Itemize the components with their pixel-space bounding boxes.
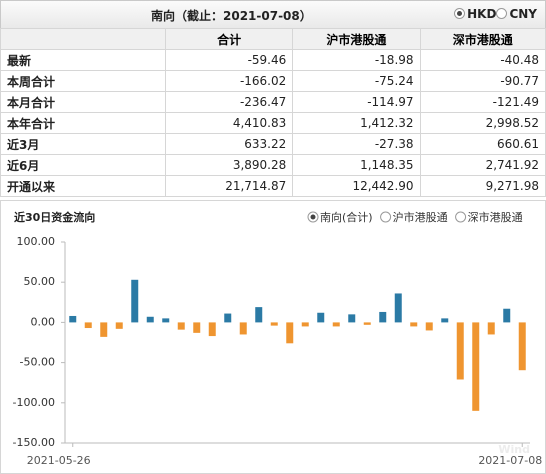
option-radio[interactable] — [455, 211, 467, 223]
currency-label: HKD — [467, 7, 497, 21]
cell: -18.98 — [292, 49, 421, 71]
bar — [472, 322, 480, 411]
bar — [115, 322, 123, 329]
bar — [456, 322, 464, 380]
currency-options: HKD CNY — [454, 7, 537, 21]
table-row: 本月合计 -236.47 -114.97 -121.49 — [0, 91, 546, 113]
row-label: 开通以来 — [0, 175, 166, 197]
table-row: 开通以来 21,714.87 12,442.90 9,271.98 — [0, 175, 546, 197]
column-header: 合计 — [164, 28, 294, 50]
summary-table: 合计 沪市港股通 深市港股通 最新 -59.46 -18.98 -40.48 本周合计 -166… — [0, 28, 546, 197]
row-label: 最新 — [0, 49, 166, 71]
row-label: 本周合计 — [0, 70, 166, 92]
y-tick-label: 100.00 — [17, 235, 56, 248]
row-label: 本年合计 — [0, 112, 166, 134]
bar — [487, 322, 495, 335]
bar — [239, 322, 247, 335]
y-tick-label: -150.00 — [13, 436, 55, 449]
option-label: 南向(合计) — [320, 210, 373, 224]
cell: -121.49 — [419, 91, 546, 113]
bar — [394, 293, 402, 323]
cell: 1,412.32 — [292, 112, 421, 134]
table-row: 本周合计 -166.02 -75.24 -90.77 — [0, 70, 546, 92]
cell: 3,890.28 — [164, 154, 294, 176]
table-row: 近6月 3,890.28 1,148.35 2,741.92 — [0, 154, 546, 176]
cell: 4,410.83 — [164, 112, 294, 134]
bar — [348, 314, 356, 323]
bar — [301, 322, 309, 327]
cell: -75.24 — [292, 70, 421, 92]
currency-radio[interactable] — [454, 8, 466, 19]
row-label: 近3月 — [0, 133, 166, 155]
bar — [379, 311, 387, 323]
bar — [518, 322, 526, 371]
cell: 660.61 — [419, 133, 546, 155]
cell: 2,998.52 — [419, 112, 546, 134]
option-radio-dot — [310, 214, 316, 220]
bar — [425, 322, 433, 331]
y-tick-label: 0.00 — [31, 315, 56, 328]
row-label: 本月合计 — [0, 91, 166, 113]
bar — [208, 322, 216, 337]
bar — [255, 307, 263, 323]
bar — [69, 315, 77, 323]
y-tick-label: -50.00 — [20, 356, 55, 369]
bar — [410, 322, 418, 327]
cell: -40.48 — [419, 49, 546, 71]
bar — [270, 322, 278, 326]
bar — [503, 308, 511, 323]
bar — [162, 318, 170, 323]
cell: 12,442.90 — [292, 175, 421, 197]
currency-radio[interactable] — [496, 8, 508, 19]
cell: 9,271.98 — [419, 175, 546, 197]
table-row: 最新 -59.46 -18.98 -40.48 — [0, 49, 546, 71]
cell: 1,148.35 — [292, 154, 421, 176]
column-header: 深市港股通 — [419, 28, 546, 50]
option-radio[interactable] — [380, 211, 392, 223]
x-tick-label: 2021-07-08 — [478, 454, 542, 467]
bar — [286, 322, 294, 344]
chart: 近30日资金流向 Wind 南向(合计) 沪市港股通 深市港股通-150.00-10… — [0, 200, 546, 474]
option-label: 沪市港股通 — [393, 210, 448, 224]
cell: -166.02 — [164, 70, 294, 92]
bar — [441, 318, 449, 323]
row-label: 近6月 — [0, 154, 166, 176]
cell: -236.47 — [164, 91, 294, 113]
bar — [332, 322, 340, 327]
cell: -27.38 — [292, 133, 421, 155]
y-tick-label: -100.00 — [13, 396, 55, 409]
cell: 21,714.87 — [164, 175, 294, 197]
header-title: 南向（截止：2021-07-08） — [151, 9, 312, 23]
bar — [131, 279, 139, 323]
header-row: 合计 沪市港股通 深市港股通 — [0, 28, 546, 50]
cell: -59.46 — [164, 49, 294, 71]
currency-label: CNY — [509, 7, 537, 21]
cell: -90.77 — [419, 70, 546, 92]
column-header: 沪市港股通 — [292, 28, 421, 50]
header: 南向（截止：2021-07-08） HKD CNY — [0, 0, 546, 29]
bar — [193, 322, 201, 333]
chart-frame — [0, 200, 546, 474]
cell: 633.22 — [164, 133, 294, 155]
chart-title: 近30日资金流向 — [14, 210, 95, 224]
bar — [317, 312, 325, 323]
table-row: 本年合计 4,410.83 1,412.32 2,998.52 — [0, 112, 546, 134]
bar — [146, 316, 154, 323]
table-row: 近3月 633.22 -27.38 660.61 — [0, 133, 546, 155]
y-tick-label: 50.00 — [24, 275, 56, 288]
bar — [100, 322, 108, 337]
bar — [84, 322, 92, 329]
bar — [177, 322, 185, 330]
corner-cell — [0, 28, 166, 50]
bar — [363, 322, 371, 325]
bar — [224, 313, 232, 323]
cell: 2,741.92 — [419, 154, 546, 176]
x-tick-label: 2021-05-26 — [27, 454, 91, 467]
option-label: 深市港股通 — [468, 210, 523, 224]
cell: -114.97 — [292, 91, 421, 113]
